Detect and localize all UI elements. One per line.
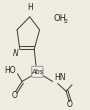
Text: H: H — [27, 3, 33, 12]
FancyBboxPatch shape — [32, 66, 43, 77]
Text: 2: 2 — [63, 19, 67, 24]
Text: O: O — [67, 100, 73, 109]
Text: OH: OH — [54, 14, 67, 23]
Text: HO: HO — [4, 66, 16, 75]
Text: N: N — [13, 49, 19, 58]
Text: HN: HN — [54, 73, 66, 82]
Text: Abs: Abs — [31, 69, 43, 75]
Text: O: O — [11, 91, 17, 100]
